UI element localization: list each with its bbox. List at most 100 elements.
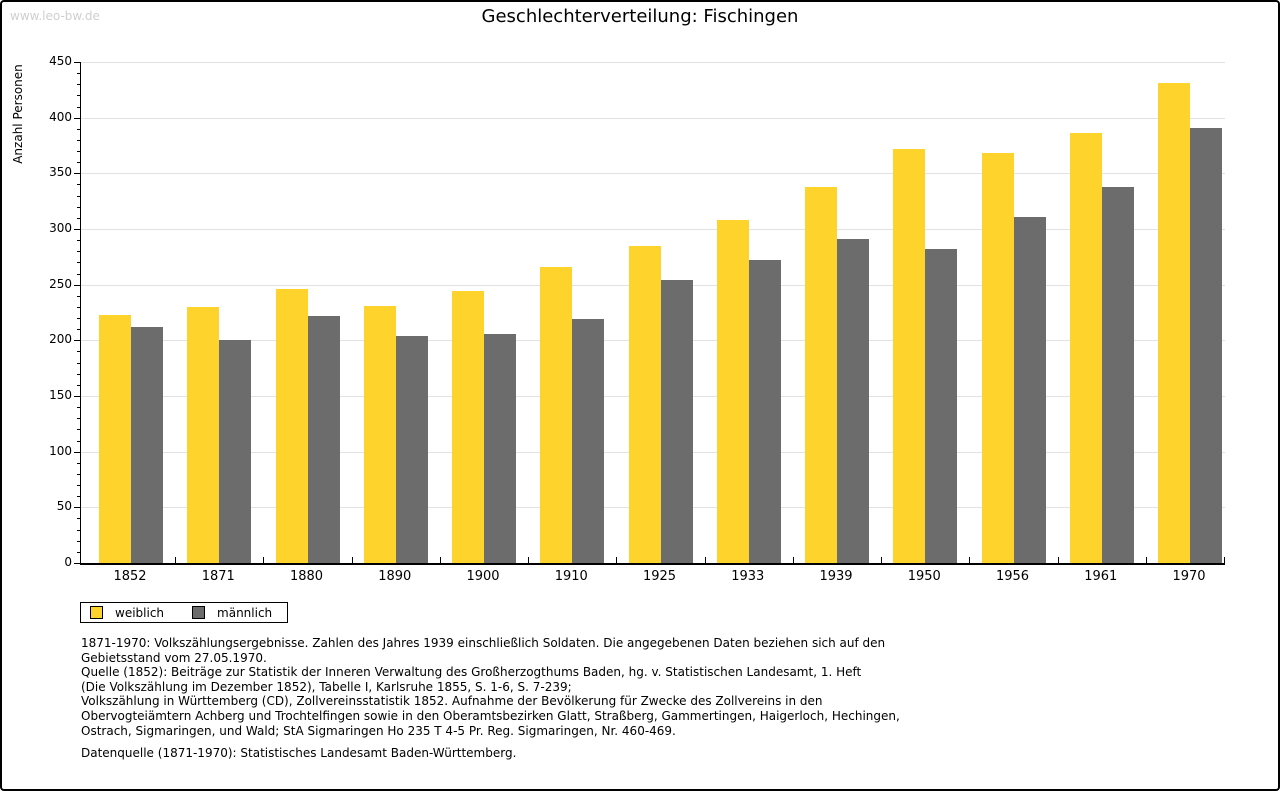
bar-weiblich xyxy=(628,245,661,563)
bar-weiblich xyxy=(716,220,749,563)
footnote-block: 1871-1970: Volkszählungsergebnisse. Zahl… xyxy=(81,636,900,738)
y-tick-mark xyxy=(77,95,80,97)
y-tick-mark xyxy=(77,384,80,386)
x-tick-label: 1956 xyxy=(995,569,1030,584)
bar-maennlich xyxy=(748,260,781,563)
x-axis-separator-tick xyxy=(351,557,353,563)
footnote-line: Quelle (1852): Beiträge zur Statistik de… xyxy=(81,665,862,680)
x-axis-separator-tick xyxy=(263,557,265,563)
bar-maennlich xyxy=(660,280,693,563)
bar-weiblich xyxy=(363,305,396,563)
bar-weiblich xyxy=(805,186,837,563)
y-tick-label: 400 xyxy=(49,109,72,124)
y-tick-mark xyxy=(77,206,80,208)
bar-maennlich xyxy=(484,333,516,563)
gridline xyxy=(81,173,1225,175)
y-tick-label: 200 xyxy=(49,332,72,347)
y-tick-mark xyxy=(77,128,80,130)
footnote-line: Obervogteiämtern Achberg und Trochtelfin… xyxy=(81,708,900,723)
y-tick-label: 100 xyxy=(49,443,72,458)
y-tick-mark xyxy=(77,462,80,464)
x-axis-separator-tick xyxy=(704,557,706,563)
bar-maennlich xyxy=(395,335,428,563)
y-tick-mark xyxy=(74,507,80,509)
bar-maennlich xyxy=(307,315,340,563)
x-axis-separator-tick xyxy=(175,557,177,563)
x-axis-end-tick xyxy=(1224,557,1225,563)
y-tick-mark xyxy=(77,151,80,153)
x-tick-label: 1939 xyxy=(819,569,853,584)
legend-item: männlich xyxy=(192,606,272,620)
y-tick-mark xyxy=(77,529,80,531)
y-tick-mark xyxy=(74,229,80,230)
footnote-line: 1871-1970: Volkszählungsergebnisse. Zahl… xyxy=(81,636,886,650)
x-tick-label: 1890 xyxy=(378,569,412,584)
y-tick-mark xyxy=(77,318,80,320)
y-tick-mark xyxy=(77,251,80,253)
y-tick-mark xyxy=(77,306,80,308)
legend-box: weiblich männlich xyxy=(80,602,288,623)
y-tick-mark xyxy=(77,217,80,219)
bar-maennlich xyxy=(1190,127,1222,563)
y-tick-mark xyxy=(77,540,80,542)
gridline xyxy=(81,62,1225,63)
bar-weiblich xyxy=(1158,83,1190,563)
x-tick-label: 1852 xyxy=(113,569,147,584)
y-tick-mark xyxy=(74,284,80,286)
y-tick-mark xyxy=(74,117,80,119)
bar-weiblich xyxy=(1069,133,1102,563)
y-tick-mark xyxy=(74,396,80,397)
y-tick-label: 350 xyxy=(49,165,72,180)
x-tick-label: 1871 xyxy=(201,569,235,584)
y-tick-label: 50 xyxy=(56,499,72,514)
y-tick-mark xyxy=(77,295,80,297)
y-axis-label: Anzahl Personen xyxy=(11,64,25,164)
bar-maennlich xyxy=(572,319,605,563)
x-tick-label: 1970 xyxy=(1172,569,1206,584)
legend-swatch-weiblich xyxy=(90,606,103,619)
x-axis-separator-tick xyxy=(439,557,441,563)
y-tick-mark xyxy=(77,351,80,353)
bar-weiblich xyxy=(99,314,131,563)
x-axis-separator-tick xyxy=(616,557,618,563)
x-tick-label: 1961 xyxy=(1084,569,1118,584)
y-tick-mark xyxy=(74,340,80,342)
x-axis-separator-tick xyxy=(792,557,794,563)
y-tick-mark xyxy=(77,73,80,75)
x-tick-label: 1880 xyxy=(289,569,324,584)
y-tick-mark xyxy=(77,240,80,242)
bar-weiblich xyxy=(540,266,573,563)
x-axis-separator-tick xyxy=(528,557,530,563)
y-tick-mark xyxy=(74,173,80,175)
bar-maennlich xyxy=(131,326,163,563)
y-tick-mark xyxy=(77,195,80,197)
y-tick-mark xyxy=(77,329,80,331)
y-tick-mark xyxy=(77,106,80,108)
y-tick-mark xyxy=(77,518,80,520)
bar-maennlich xyxy=(219,340,252,563)
gridline xyxy=(81,229,1225,230)
bar-maennlich xyxy=(837,239,869,563)
y-tick-label: 450 xyxy=(49,54,72,68)
y-tick-mark xyxy=(77,496,80,498)
plot-area xyxy=(80,62,1225,565)
bar-weiblich xyxy=(893,148,926,563)
y-tick-mark xyxy=(77,362,80,364)
y-tick-mark xyxy=(77,485,80,487)
y-tick-label: 0 xyxy=(64,555,72,569)
y-tick-mark xyxy=(74,563,80,564)
x-tick-label: 1910 xyxy=(554,569,588,584)
y-tick-mark xyxy=(77,184,80,186)
y-tick-mark xyxy=(77,551,80,553)
y-tick-mark xyxy=(77,273,80,275)
bar-maennlich xyxy=(1101,186,1134,563)
footnote-line: Ostrach, Sigmaringen, und Wald; StA Sigm… xyxy=(81,723,676,738)
y-tick-label: 150 xyxy=(49,388,72,402)
bar-weiblich xyxy=(981,153,1014,563)
bar-weiblich xyxy=(187,306,220,563)
y-tick-mark xyxy=(74,451,80,453)
bar-weiblich xyxy=(275,289,308,563)
y-tick-label: 300 xyxy=(49,221,72,235)
y-tick-mark xyxy=(77,139,80,141)
